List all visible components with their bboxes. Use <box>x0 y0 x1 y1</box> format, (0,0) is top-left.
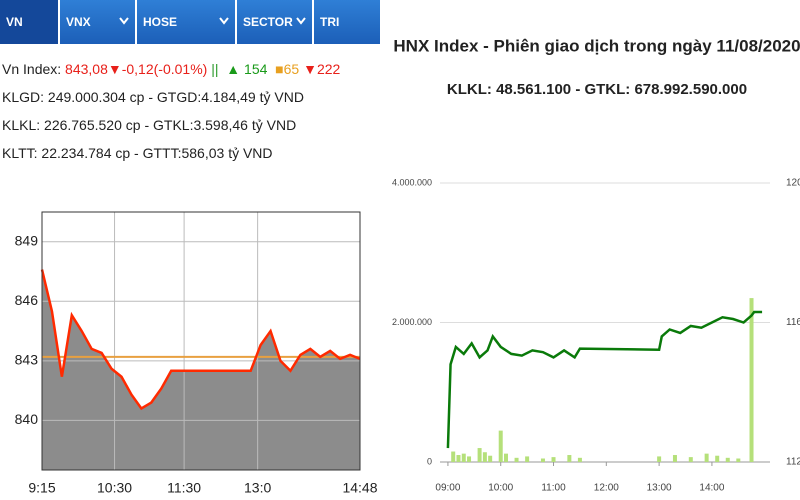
x-tick-label: 11:30 <box>167 480 201 496</box>
volume-bar <box>525 456 530 462</box>
volume-bar <box>567 455 572 462</box>
y2-tick-label: 116 <box>786 317 800 328</box>
volume-bar <box>736 458 741 462</box>
line <box>446 310 763 449</box>
volume-bar <box>467 456 472 462</box>
x-tick-label: 14:00 <box>699 483 724 494</box>
index-line: Vn Index: 843,08▼-0,12(-0.01%) || ▲ 154 … <box>2 61 340 77</box>
tab-bar: VN INDEX VNX HOSE SECTOR TRI <box>0 0 380 73</box>
tab-label: HOSE <box>143 15 178 29</box>
x-tick-label: 09:00 <box>435 483 460 494</box>
y-tick-label: 0 <box>427 456 432 466</box>
x-tick-label: 13:0 <box>244 480 271 496</box>
volume-bar <box>477 448 482 462</box>
plot-border <box>41 211 361 471</box>
volume-bar <box>725 457 730 462</box>
volume-bar <box>540 458 545 462</box>
volume-bar <box>488 455 493 462</box>
y-tick-label: 849 <box>15 232 39 248</box>
tab[interactable]: HOSE <box>137 0 237 44</box>
info-line: KLKL: 226.765.520 cp - GTKL:3.598,46 tỷ … <box>2 117 297 133</box>
tab-label: VNX <box>66 15 91 29</box>
y2-tick-label: 112 <box>786 457 800 468</box>
tab[interactable]: TRI <box>320 15 340 29</box>
volume-bar <box>715 455 720 462</box>
volume-bar <box>498 430 503 462</box>
volume-bar <box>672 455 677 462</box>
volume-bar <box>504 453 508 462</box>
x-tick-label: 9:15 <box>28 480 55 496</box>
volume-bar <box>456 455 461 462</box>
tab-label: SECTOR <box>243 15 293 29</box>
y-tick-label: 2.000.000 <box>392 317 432 327</box>
y-tick-label: 840 <box>15 411 39 427</box>
line <box>40 269 361 411</box>
info-line: KLTT: 22.234.784 cp - GTTT:586,03 tỷ VND <box>2 145 273 161</box>
label: Vn Index: <box>2 61 62 77</box>
volume-bar <box>577 457 582 462</box>
x-tick-label: 10:00 <box>488 483 513 494</box>
x-tick-label: 13:00 <box>647 483 672 494</box>
volume-bar <box>688 457 693 462</box>
x-tick-label: 10:30 <box>97 480 132 496</box>
y-tick-label: 843 <box>15 352 39 368</box>
volume-bar <box>551 457 556 462</box>
index-value: 843,08▼-0,12(-0.01%) <box>65 61 208 77</box>
chart-subtitle: KLKL: 48.561.100 - GTKL: 678.992.590.000 <box>447 81 747 98</box>
volume-bar <box>514 457 519 462</box>
y-tick-label: 846 <box>15 292 39 308</box>
separator: || <box>211 61 219 77</box>
volume-bar <box>451 451 456 462</box>
info-line: KLGD: 249.000.304 cp - GTGD:4.184,49 tỷ … <box>2 89 304 105</box>
volume-bar <box>657 456 662 462</box>
y-tick-label: 4.000.000 <box>392 177 432 187</box>
tab[interactable]: VNX <box>60 0 137 44</box>
volume-bar <box>461 453 466 462</box>
x-tick-label: 11:00 <box>541 483 566 494</box>
x-tick-label: 14:48 <box>342 480 377 496</box>
volume-bar <box>704 453 709 462</box>
tab[interactable]: SECTOR <box>237 0 314 44</box>
unchanged: ■65 <box>275 61 300 77</box>
chart-title: HNX Index - Phiên giao dịch trong ngày 1… <box>393 36 800 55</box>
decliners: ▼222 <box>303 61 341 77</box>
x-tick-label: 12:00 <box>594 483 619 494</box>
tab[interactable]: VN INDEX <box>0 0 60 73</box>
volume-bar <box>749 298 754 462</box>
advancers: ▲ 154 <box>226 61 268 77</box>
y2-tick-label: 120 <box>786 178 800 189</box>
volume-bar <box>482 452 487 462</box>
